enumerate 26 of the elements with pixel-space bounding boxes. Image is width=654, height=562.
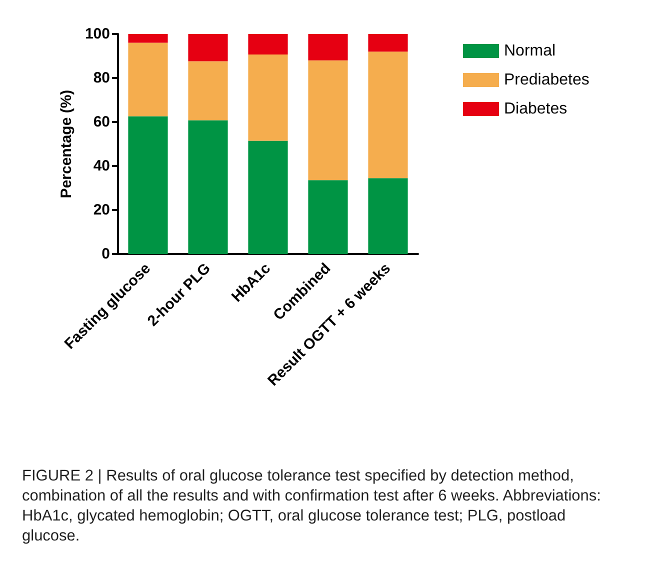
y-tick-label: 80 <box>93 70 110 86</box>
bar <box>248 34 288 54</box>
bar <box>188 120 228 254</box>
y-tick-label: 0 <box>102 246 110 262</box>
bar <box>128 42 168 116</box>
legend-label: Diabetes <box>504 100 568 118</box>
bar <box>188 61 228 120</box>
bar <box>368 34 408 52</box>
y-tick-label: 20 <box>93 202 110 218</box>
y-tick-label: 100 <box>84 26 110 42</box>
y-tick-label: 40 <box>93 158 110 174</box>
bar <box>128 34 168 43</box>
y-axis-title: Percentage (%) <box>58 90 75 198</box>
bar <box>368 52 408 178</box>
bar <box>308 34 348 60</box>
y-tick-label: 60 <box>93 114 110 130</box>
bar <box>188 34 228 62</box>
legend-label: Normal <box>504 42 556 60</box>
bar <box>128 116 168 254</box>
bar <box>248 140 288 254</box>
legend-label: Prediabetes <box>504 72 590 88</box>
bar <box>308 60 348 180</box>
caption: FIGURE 2 | Results of oral glucose tolerance test specified by detection method, combination of all the results and with confirmation test after 6 weeks. Abbreviations: HbA1c, glycated hemoglobin; OGTT, oral glucose tolerance test; PLG, postload glucose. <box>22 468 606 544</box>
bar <box>308 180 348 254</box>
bar <box>248 54 288 141</box>
bar <box>368 178 408 254</box>
